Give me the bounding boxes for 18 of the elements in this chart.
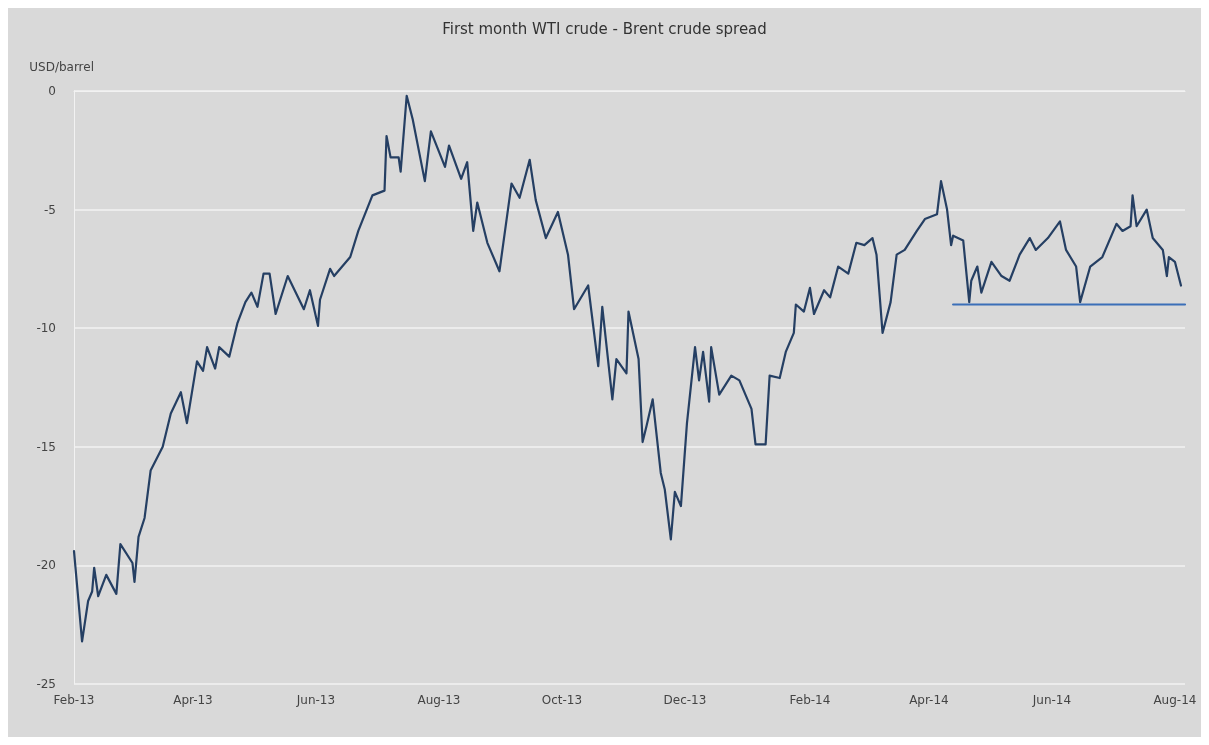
x-tick-label: Apr-13 <box>173 693 213 707</box>
y-tick-label: -10 <box>36 321 56 336</box>
y-tick-label: -15 <box>36 439 56 454</box>
y-tick-label: -5 <box>44 202 56 217</box>
x-tick-label: Feb-13 <box>53 693 95 707</box>
x-tick-label: Dec-13 <box>663 693 707 707</box>
x-tick-label: Oct-13 <box>541 693 583 707</box>
x-tick-label: Aug-13 <box>417 693 461 707</box>
y-tick-label: -20 <box>36 558 56 573</box>
x-tick-label: Jun-13 <box>295 693 336 707</box>
x-tick-label: Jun-14 <box>1031 693 1072 707</box>
x-tick-label: Aug-14 <box>1153 693 1197 707</box>
x-tick-label: Apr-14 <box>909 693 949 707</box>
chart-title: First month WTI crude - Brent crude spread <box>442 19 767 38</box>
x-tick-label: Feb-14 <box>789 693 831 707</box>
y-axis-title: USD/barrel <box>29 60 94 74</box>
y-tick-label: -25 <box>36 677 56 691</box>
y-tick-label: 0 <box>48 84 56 98</box>
